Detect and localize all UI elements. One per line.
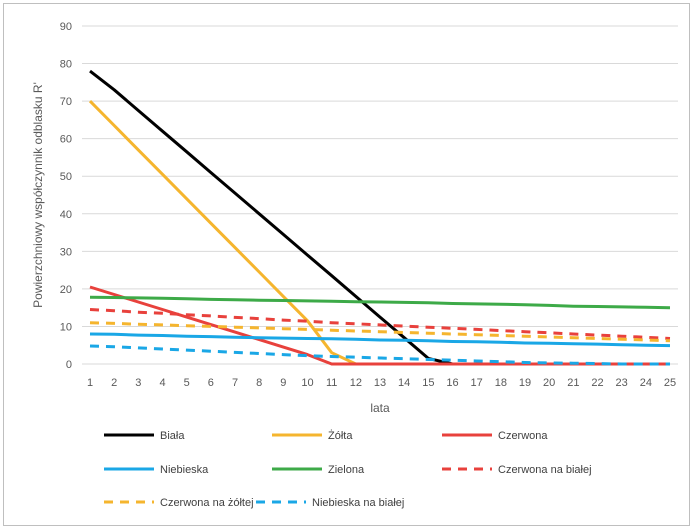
legend: Biała Żółta Czerwona Niebieska Zielona Czerwo…	[104, 429, 592, 509]
x-tick-label: 5	[184, 377, 190, 389]
series-lines	[88, 69, 671, 366]
y-tick-label: 40	[60, 209, 72, 221]
x-tick-label: 16	[446, 377, 458, 389]
x-tick-label: 17	[471, 377, 483, 389]
y-tick-label: 0	[66, 359, 72, 371]
legend-label: Niebieska na białej	[312, 497, 404, 509]
series-line	[89, 332, 671, 348]
y-tick-label: 50	[60, 171, 72, 183]
legend-label: Czerwona na białej	[498, 464, 592, 476]
y-tick-labels: 0 10 20 30 40 50 60 70 80 90	[60, 21, 72, 371]
legend-label: Czerwona na żółtej	[160, 497, 254, 509]
y-tick-label: 20	[60, 284, 72, 296]
x-tick-label: 12	[350, 377, 362, 389]
x-tick-label: 2	[111, 377, 117, 389]
x-tick-label: 6	[208, 377, 214, 389]
legend-label: Niebieska	[160, 464, 209, 476]
x-tick-labels: 1 2 3 4 5 6 7 8 9 10 11 12 13 14 15 16 17 18 19 20 21 22 23 24 2…	[87, 377, 676, 389]
x-tick-label: 22	[591, 377, 603, 389]
series-line	[89, 321, 671, 343]
legend-label: Żółta	[328, 429, 353, 442]
x-tick-label: 14	[398, 377, 410, 389]
x-tick-label: 10	[301, 377, 313, 389]
x-tick-label: 20	[543, 377, 555, 389]
x-tick-label: 1	[87, 377, 93, 389]
legend-label: Biała	[160, 430, 185, 442]
x-tick-label: 3	[135, 377, 141, 389]
series-line	[89, 308, 671, 340]
x-tick-label: 18	[495, 377, 507, 389]
x-tick-label: 24	[640, 377, 652, 389]
y-tick-label: 70	[60, 96, 72, 108]
x-tick-label: 19	[519, 377, 531, 389]
legend-label: Zielona	[328, 464, 365, 476]
x-tick-label: 11	[326, 377, 337, 389]
y-tick-label: 60	[60, 134, 72, 146]
x-tick-label: 4	[159, 377, 165, 389]
y-tick-label: 30	[60, 246, 72, 258]
x-tick-label: 7	[232, 377, 238, 389]
x-tick-label: 15	[422, 377, 434, 389]
y-axis-title: Powierzchniowy współczynnik odblasku R'	[31, 82, 45, 308]
series-line	[89, 69, 670, 366]
chart-frame: 0 10 20 30 40 50 60 70 80 90 1 2 3 4 5 6 7 8 9 10 11 12 13 14 1…	[3, 3, 690, 526]
legend-label: Czerwona	[498, 430, 548, 442]
x-tick-label: 23	[616, 377, 628, 389]
x-axis-title: lata	[370, 401, 390, 415]
series-line	[89, 295, 671, 310]
y-tick-label: 80	[60, 59, 72, 71]
x-tick-label: 21	[567, 377, 579, 389]
series-line	[89, 344, 670, 366]
gridlines	[82, 25, 678, 365]
y-tick-label: 10	[60, 321, 72, 333]
x-tick-label: 9	[280, 377, 286, 389]
x-tick-label: 8	[256, 377, 262, 389]
y-tick-label: 90	[60, 21, 72, 33]
x-tick-label: 13	[374, 377, 386, 389]
x-tick-label: 25	[664, 377, 676, 389]
